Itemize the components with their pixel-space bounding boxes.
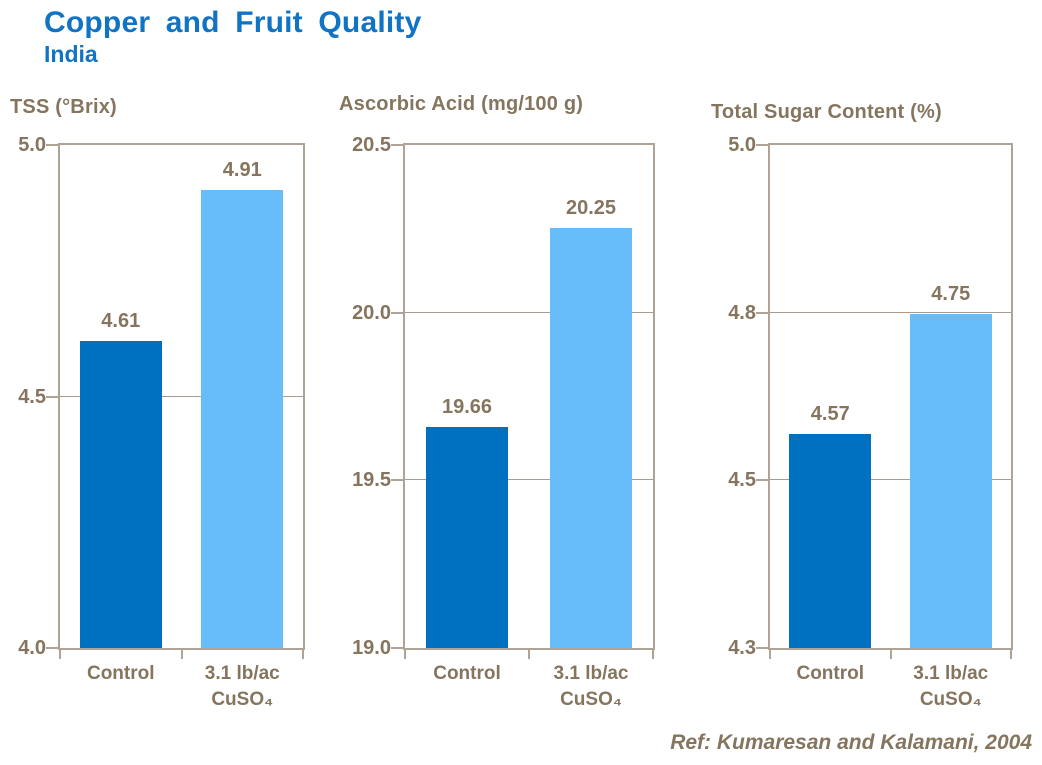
chart-title-tss: TSS (°Brix) [10,96,117,118]
x-tick-mark [180,650,183,659]
y-tick-label: 4.0 [18,637,46,659]
category-label: 3.1 lb/ac CuSO₄ [204,663,280,710]
plot-area-total-sugar: 5.0 4.8 4.5 4.3 4.57 Control 4.75 3.1 lb/ac CuS… [728,134,1013,710]
gridline [770,479,1011,481]
bar-control [426,426,508,648]
y-tick-mark [46,395,58,398]
bar-value-label: 4.91 [222,158,262,181]
y-tick-label: 4.5 [728,469,756,492]
bar-treatment [909,313,992,648]
y-tick-mark [391,647,403,649]
x-tick-mark [1010,650,1012,659]
gridline [770,311,1011,313]
chart-title-total-sugar: Total Sugar Content (%) [711,101,942,123]
gridline [405,479,653,481]
y-tick-mark [391,479,403,482]
y-tick-label: 19.5 [352,469,391,492]
y-tick-label: 20.0 [352,301,391,324]
gridline [60,395,303,397]
y-tick-label: 4.5 [18,385,46,408]
category-label: Control [433,663,501,684]
bar-value-label: 4.57 [810,402,850,425]
category-label: Control [796,663,865,684]
category-label: 3.1 lb/ac CuSO₄ [913,663,989,710]
y-tick-label: 5.0 [18,134,46,156]
y-tick-mark [391,311,403,314]
y-tick-mark [46,647,58,649]
page-subtitle: India [44,41,98,67]
y-tick-mark [756,144,768,146]
bar-control [79,341,162,648]
plot-area-ascorbic-acid: 20.5 20.0 19.5 19.0 19.66 Control 20.25 3.1 lb/… [352,134,655,710]
x-tick-mark [889,650,892,659]
y-tick-mark [756,479,768,482]
bar-treatment [550,227,632,648]
x-tick-mark [59,650,61,659]
y-tick-mark [756,311,768,314]
bar-treatment [201,189,284,648]
plot-area-tss: 5.0 4.5 4.0 4.61 Control 4.91 3.1 lb/ac CuSO₄ [18,134,305,710]
x-tick-mark [769,650,771,659]
y-tick-mark [391,144,403,146]
y-tick-label: 20.5 [352,134,391,156]
x-tick-mark [528,650,530,659]
category-label: 3.1 lb/ac CuSO₄ [553,663,629,710]
x-tick-mark [652,650,654,659]
bar-control [789,433,872,648]
chart-title-ascorbic-acid: Ascorbic Acid (mg/100 g) [339,93,584,115]
bar-value-label: 4.75 [931,282,971,305]
page-title: Copper and Fruit Quality [44,6,422,39]
reference-citation: Ref: Kumaresan and Kalamani, 2004 [670,731,1032,754]
gridline [405,311,653,313]
x-tick-mark [404,650,406,659]
category-label: Control [86,663,155,684]
x-tick-mark [302,650,304,659]
bar-value-label: 4.61 [101,310,141,333]
y-tick-mark [46,144,58,146]
y-tick-label: 4.3 [728,637,756,659]
bar-value-label: 19.66 [441,395,493,418]
y-tick-mark [756,647,768,649]
y-tick-label: 19.0 [352,637,391,659]
y-tick-label: 4.8 [728,301,756,324]
y-tick-label: 5.0 [728,134,756,156]
bar-value-label: 20.25 [565,196,617,219]
